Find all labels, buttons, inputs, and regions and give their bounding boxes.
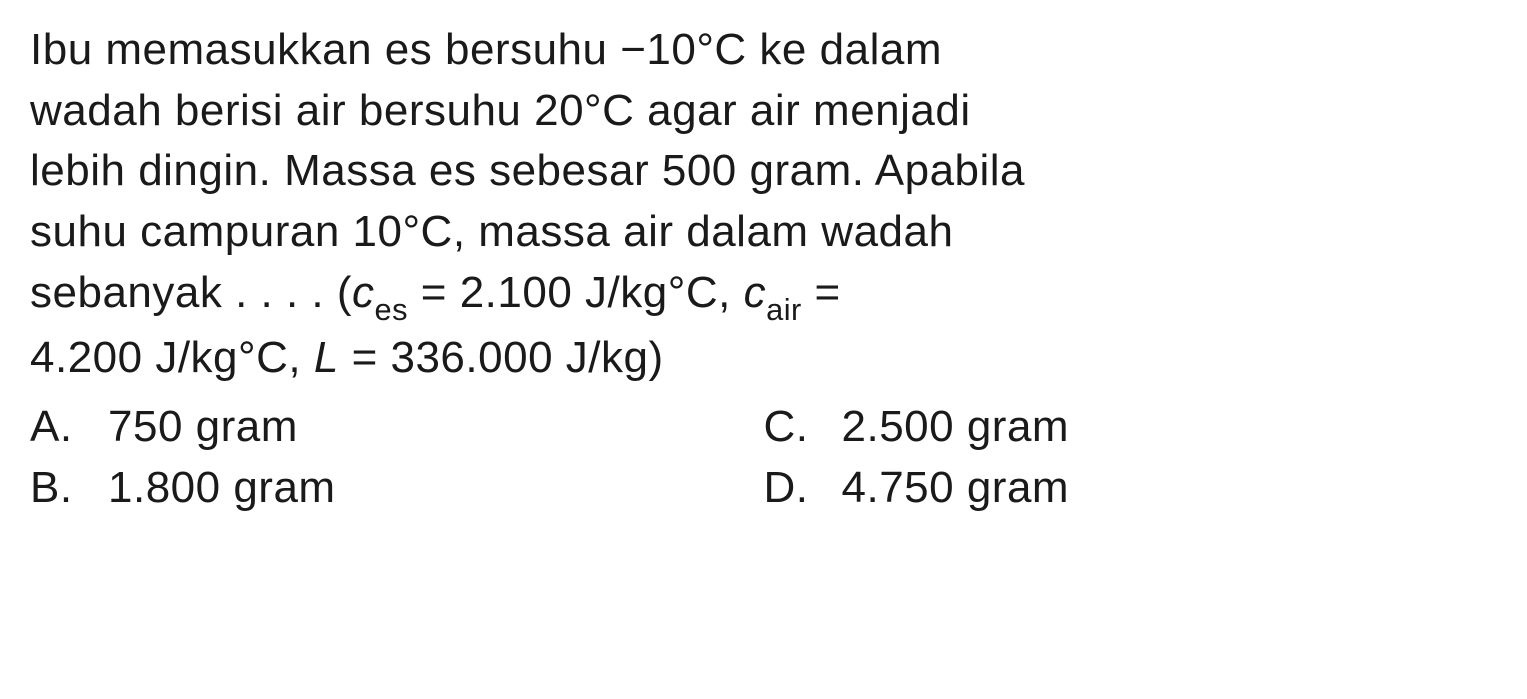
ces-var: c (352, 268, 375, 317)
q-line4: suhu campuran 10°C, massa air dalam wada… (30, 207, 953, 256)
option-b-label: B. (30, 458, 80, 519)
q-line2: wadah berisi air bersuhu 20°C agar air m… (30, 86, 971, 135)
ces-val: = 2.100 J/kg°C, (408, 268, 744, 317)
question-block: Ibu memasukkan es bersuhu −10°C ke dalam… (30, 20, 1497, 518)
option-a: A. 750 gram (30, 397, 764, 458)
options-container: A. 750 gram B. 1.800 gram C. 2.500 gram … (30, 397, 1497, 518)
option-d-label: D. (764, 458, 814, 519)
ces-sub: es (375, 292, 409, 327)
option-c-label: C. (764, 397, 814, 458)
options-left-column: A. 750 gram B. 1.800 gram (30, 397, 764, 518)
option-b: B. 1.800 gram (30, 458, 764, 519)
option-a-label: A. (30, 397, 80, 458)
option-a-text: 750 gram (108, 397, 298, 458)
option-b-text: 1.800 gram (108, 458, 336, 519)
option-c-text: 2.500 gram (842, 397, 1070, 458)
option-d-text: 4.750 gram (842, 458, 1070, 519)
question-text: Ibu memasukkan es bersuhu −10°C ke dalam… (30, 20, 1497, 389)
L-val: = 336.000 J/kg) (339, 333, 664, 382)
option-d: D. 4.750 gram (764, 458, 1498, 519)
option-c: C. 2.500 gram (764, 397, 1498, 458)
L-var: L (314, 333, 339, 382)
cair-eq: = (802, 268, 841, 317)
q-line5-prefix: sebanyak . . . . ( (30, 268, 352, 317)
cair-sub: air (766, 292, 802, 327)
options-right-column: C. 2.500 gram D. 4.750 gram (764, 397, 1498, 518)
cair-var: c (744, 268, 767, 317)
q-line1: Ibu memasukkan es bersuhu −10°C ke dalam (30, 25, 942, 74)
q-line6-prefix: 4.200 J/kg°C, (30, 333, 314, 382)
q-line3: lebih dingin. Massa es sebesar 500 gram.… (30, 146, 1025, 195)
